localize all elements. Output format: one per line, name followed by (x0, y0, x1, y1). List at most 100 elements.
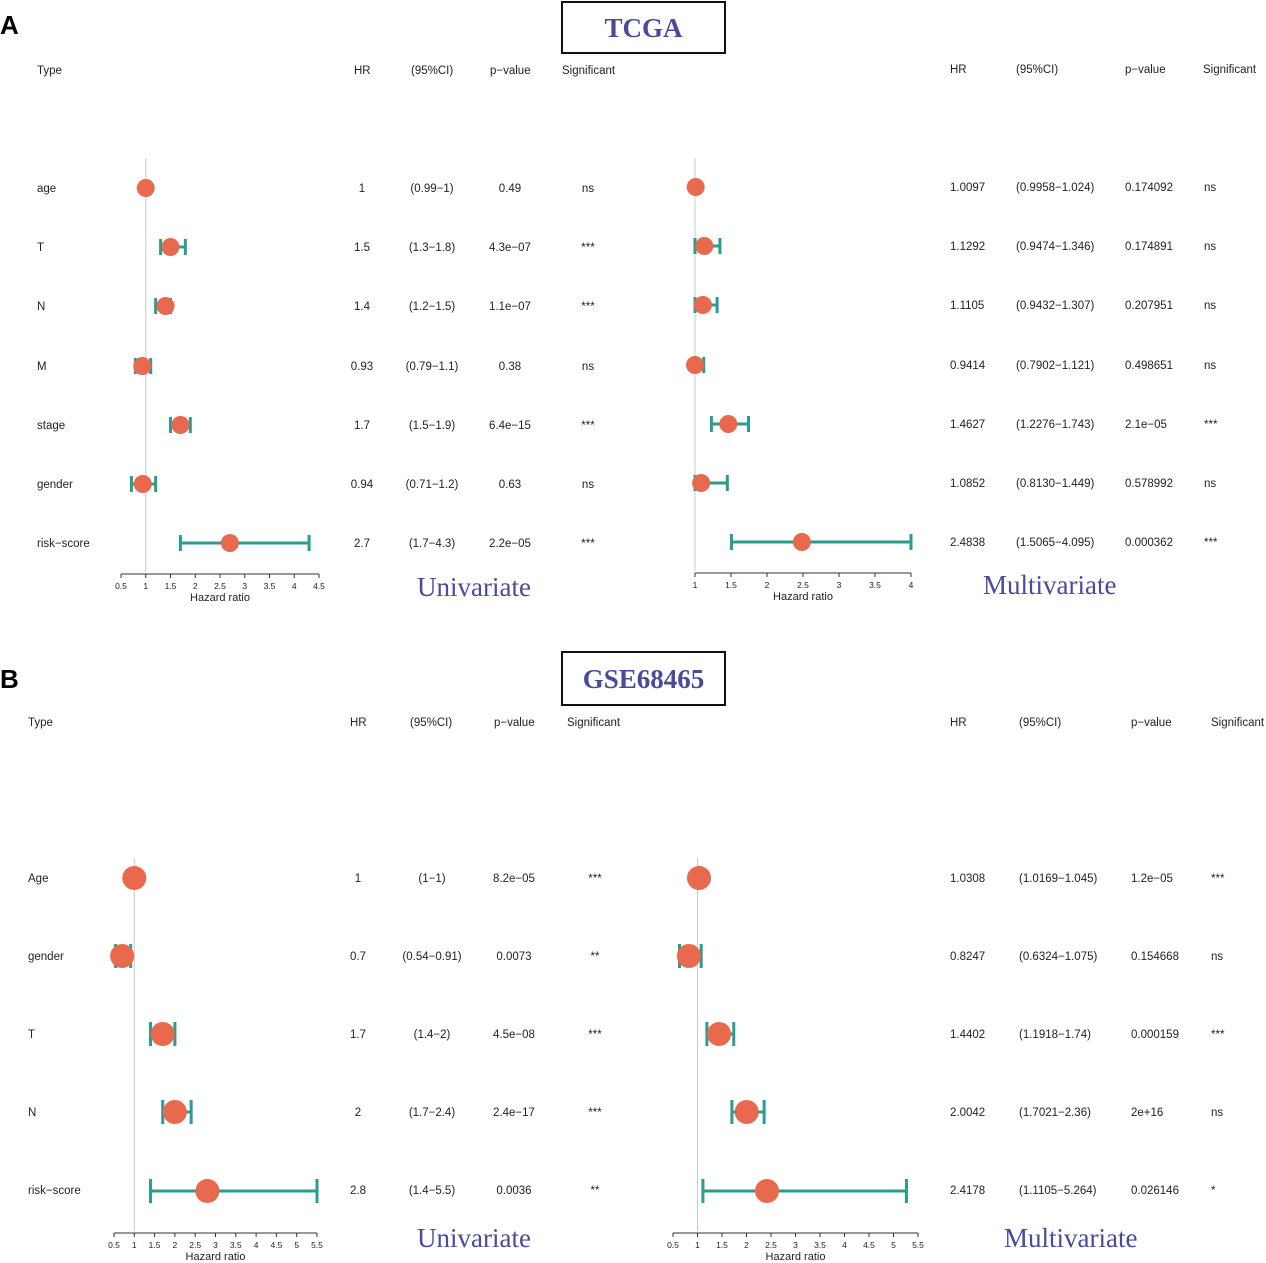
x-tick-label: 1 (143, 581, 148, 591)
multi-hr: 1.0097 (950, 182, 986, 194)
uni-p-value: 4.5e−08 (493, 1029, 535, 1041)
multi-significance: *** (1211, 873, 1225, 885)
header-significant: Significant (562, 65, 616, 77)
multi-significance: ns (1204, 478, 1217, 490)
x-tick-label: 1 (695, 1240, 700, 1250)
variable-label: N (37, 301, 46, 313)
multi-ci: (0.7902−1.121) (1016, 360, 1095, 372)
multi-hr: 0.9414 (950, 360, 986, 372)
header-type: Type (28, 717, 53, 729)
header-p-value: p−value (1125, 64, 1166, 76)
hazard-ratio-point (195, 1179, 220, 1203)
multi-ci: (0.9474−1.346) (1016, 241, 1095, 253)
multi-ci: (1.2276−1.743) (1016, 419, 1095, 431)
uni-ci: (0.79−1.1) (405, 361, 459, 373)
panel-label-a: A (0, 10, 19, 40)
uni-hr: 2.7 (354, 538, 370, 550)
multi-hr: 1.4627 (950, 419, 986, 431)
uni-hr: 1.7 (354, 420, 370, 432)
x-axis-label: Hazard ratio (190, 592, 250, 604)
x-tick-label: 4 (292, 581, 297, 591)
uni-hr: 1.7 (350, 1029, 366, 1041)
x-tick-label: 2 (173, 1240, 178, 1250)
multi-ci: (0.8130−1.449) (1016, 478, 1095, 490)
uni-significance: ns (581, 361, 595, 373)
x-tick-label: 2 (193, 581, 198, 591)
hazard-ratio-point (719, 415, 738, 433)
multi-ci: (1.5065−4.095) (1016, 537, 1095, 549)
uni-ci: (1.7−2.4) (408, 1107, 456, 1119)
hazard-ratio-point (734, 1100, 759, 1124)
variable-label: Age (28, 873, 49, 885)
header-ci: (95%CI) (410, 717, 453, 729)
multi-p-value: 0.026146 (1131, 1185, 1179, 1197)
uni-significance: *** (581, 538, 595, 550)
hazard-ratio-point (162, 1100, 187, 1124)
uni-hr: 0.93 (350, 361, 374, 373)
uni-hr: 1 (354, 873, 362, 885)
uni-hr: 1 (358, 183, 366, 195)
uni-significance: *** (581, 301, 595, 313)
uni-p-value: 0.49 (498, 183, 522, 195)
variable-label: age (37, 183, 57, 195)
multi-hr: 2.4178 (950, 1185, 986, 1197)
uni-significance: ns (581, 479, 595, 491)
hazard-ratio-point (150, 1022, 175, 1046)
cohort-title-gse68465: GSE68465 (561, 651, 726, 706)
multi-ci: (1.0169−1.045) (1019, 873, 1098, 885)
x-tick-label: 2.5 (797, 580, 809, 590)
hazard-ratio-point (136, 179, 155, 197)
uni-hr: 2 (354, 1107, 362, 1119)
hazard-ratio-point (122, 866, 147, 890)
uni-ci: (1.4−2) (413, 1029, 451, 1041)
variable-label: N (28, 1107, 37, 1119)
x-tick-label: 5.5 (311, 1240, 323, 1250)
uni-hr: 1.5 (354, 242, 370, 254)
x-tick-label: 1 (132, 1240, 137, 1250)
multi-hr: 1.4402 (950, 1029, 986, 1041)
x-axis-label: Hazard ratio (766, 1251, 826, 1263)
x-tick-label: 2 (765, 580, 770, 590)
hazard-ratio-point (687, 866, 712, 890)
hazard-ratio-point (110, 944, 135, 968)
multi-p-value: 0.000159 (1131, 1029, 1179, 1041)
hazard-ratio-point (686, 178, 705, 196)
header-hr: HR (354, 65, 371, 77)
multi-significance: ns (1204, 182, 1217, 194)
x-tick-label: 4 (254, 1240, 259, 1250)
uni-significance: *** (588, 873, 602, 885)
caption-univariate: Univariate (417, 1223, 531, 1253)
header-ci: (95%CI) (1019, 717, 1062, 729)
x-tick-label: 3 (242, 581, 247, 591)
uni-ci: (0.99−1) (410, 183, 454, 195)
variable-label: risk−score (37, 538, 90, 550)
multi-significance: ns (1204, 300, 1217, 312)
x-tick-label: 5.5 (912, 1240, 924, 1250)
variable-label: T (37, 242, 45, 254)
variable-label: gender (37, 479, 73, 491)
header-significant: Significant (567, 717, 621, 729)
hazard-ratio-point (692, 474, 711, 492)
header-hr: HR (350, 717, 367, 729)
header-type: Type (37, 65, 62, 77)
uni-p-value: 0.0073 (496, 951, 532, 963)
multi-p-value: 0.498651 (1125, 360, 1173, 372)
uni-p-value: 6.4e−15 (489, 420, 531, 432)
multi-hr: 2.4838 (950, 537, 986, 549)
x-tick-label: 2.5 (765, 1240, 777, 1250)
hazard-ratio-point (695, 237, 714, 255)
hazard-ratio-point (693, 296, 712, 314)
multi-hr: 0.8247 (950, 951, 986, 963)
uni-hr: 2.8 (350, 1185, 366, 1197)
multi-p-value: 0.000362 (1125, 537, 1173, 549)
multi-p-value: 0.174092 (1125, 182, 1173, 194)
header-p-value: p−value (490, 65, 531, 77)
x-tick-label: 0.5 (115, 581, 127, 591)
forest-plot-tcga-multivariate: 1 1.5 2 2.5 3 3.5 4 Hazard ratio (686, 158, 914, 603)
multi-ci: (1.1105−5.264) (1019, 1185, 1097, 1197)
uni-hr: 0.7 (350, 951, 366, 963)
multi-p-value: 1.2e−05 (1131, 873, 1173, 885)
uni-ci: (1.2−1.5) (408, 301, 456, 313)
variable-label: stage (37, 420, 66, 432)
